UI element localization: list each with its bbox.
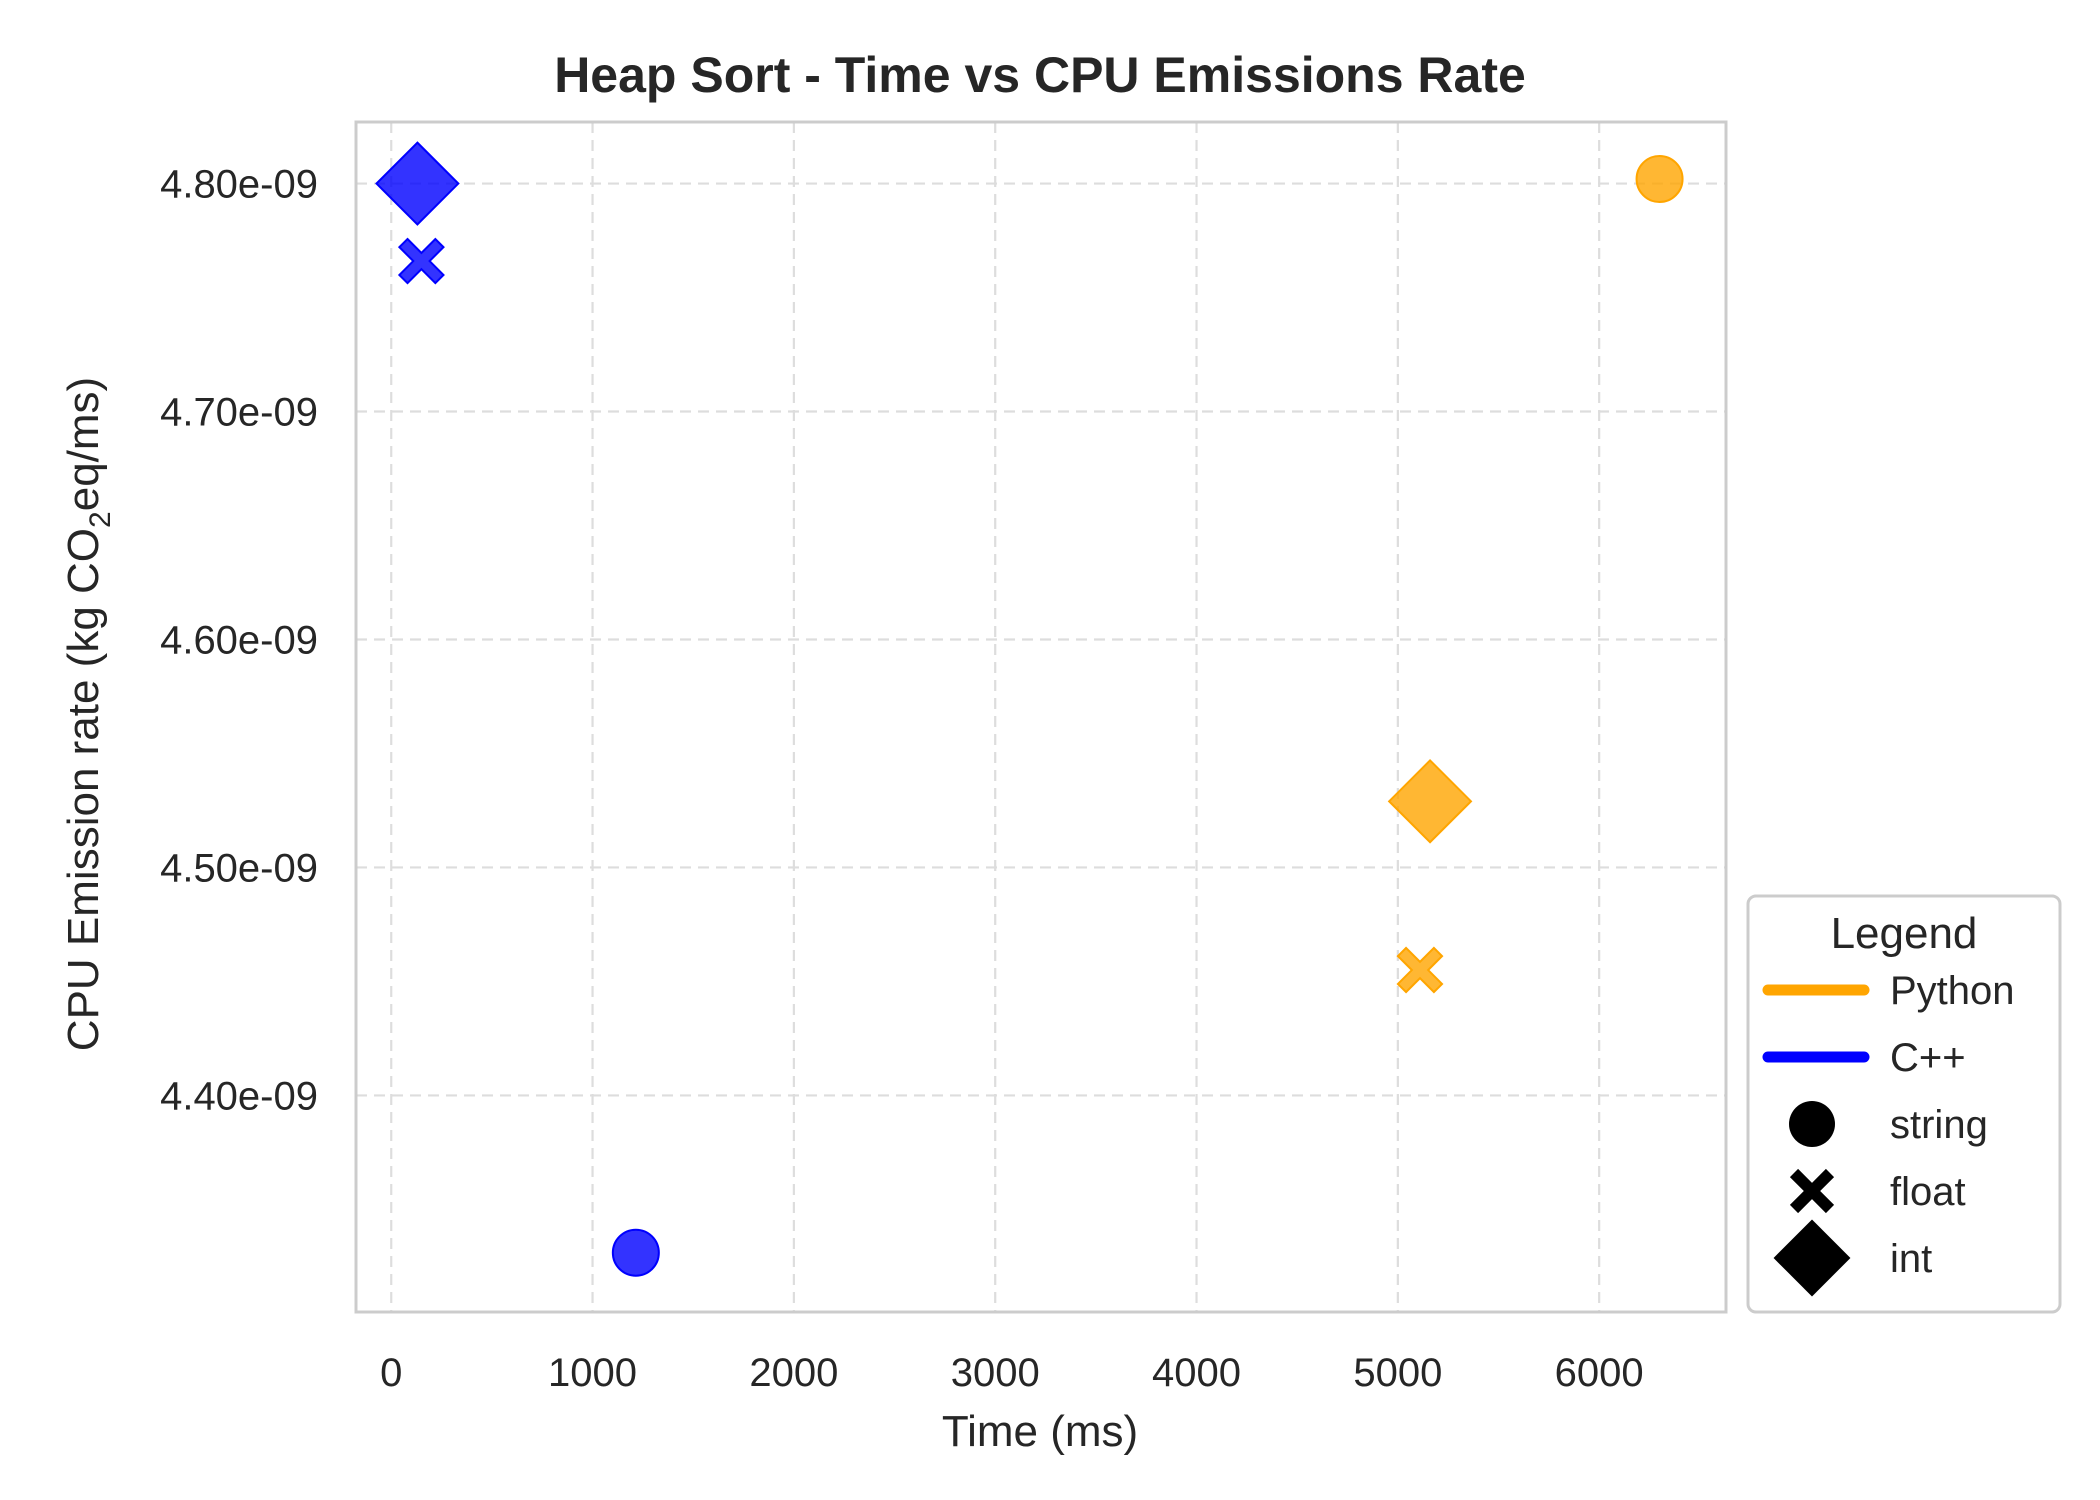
x-axis-ticks: 0 1000 2000 3000 4000 5000 6000 (380, 1351, 1644, 1395)
x-tick-label: 3000 (951, 1351, 1040, 1395)
y-axis-ticks: 4.40e-09 4.50e-09 4.60e-09 4.70e-09 4.80e-09 (160, 163, 318, 1119)
plot-frame (354, 120, 1728, 1314)
legend-items: Python C++ string float int (1762, 969, 2015, 1297)
x-tick-label: 2000 (749, 1351, 838, 1395)
data-points (375, 141, 1684, 1277)
y-tick-label: 4.80e-09 (160, 163, 318, 207)
y-tick-label: 4.70e-09 (160, 391, 318, 435)
x-tick-label: 5000 (1353, 1351, 1442, 1395)
legend-marker-float (1789, 1168, 1835, 1214)
x-tick-label: 6000 (1555, 1351, 1644, 1395)
y-axis-label-part: CPU Emission rate (kg CO (59, 528, 108, 1051)
legend-title: Legend (1831, 909, 1978, 958)
chart-title: Heap Sort - Time vs CPU Emissions Rate (554, 47, 1526, 103)
legend-label: int (1890, 1237, 1932, 1281)
point-c-float (397, 237, 445, 285)
x-tick-label: 4000 (1152, 1351, 1241, 1395)
point-c-int (375, 141, 460, 226)
y-tick-label: 4.60e-09 (160, 618, 318, 662)
y-tick-label: 4.40e-09 (160, 1074, 318, 1118)
x-tick-label: 1000 (548, 1351, 637, 1395)
legend-label: C++ (1890, 1036, 1966, 1080)
y-axis-label: CPU Emission rate (kg CO2eq/ms) (59, 377, 117, 1051)
legend-label: string (1890, 1103, 1988, 1147)
x-axis-label: Time (ms) (942, 1407, 1138, 1456)
x-tick-label: 0 (380, 1351, 402, 1395)
legend-label: Python (1890, 969, 2015, 1013)
y-axis-label-subscript: 2 (84, 511, 117, 528)
point-python-string (1635, 154, 1684, 203)
point-python-float (1396, 946, 1444, 994)
point-python-int (1387, 759, 1473, 844)
y-axis-label-part: eq/ms) (59, 377, 108, 511)
legend-label: float (1890, 1170, 1966, 1214)
grid (356, 122, 1726, 1312)
point-c-string (611, 1228, 660, 1277)
legend-marker-int (1773, 1219, 1851, 1297)
legend-marker-string (1789, 1101, 1835, 1147)
legend: Legend Python C++ string float int (1746, 894, 2062, 1314)
y-tick-label: 4.50e-09 (160, 846, 318, 890)
